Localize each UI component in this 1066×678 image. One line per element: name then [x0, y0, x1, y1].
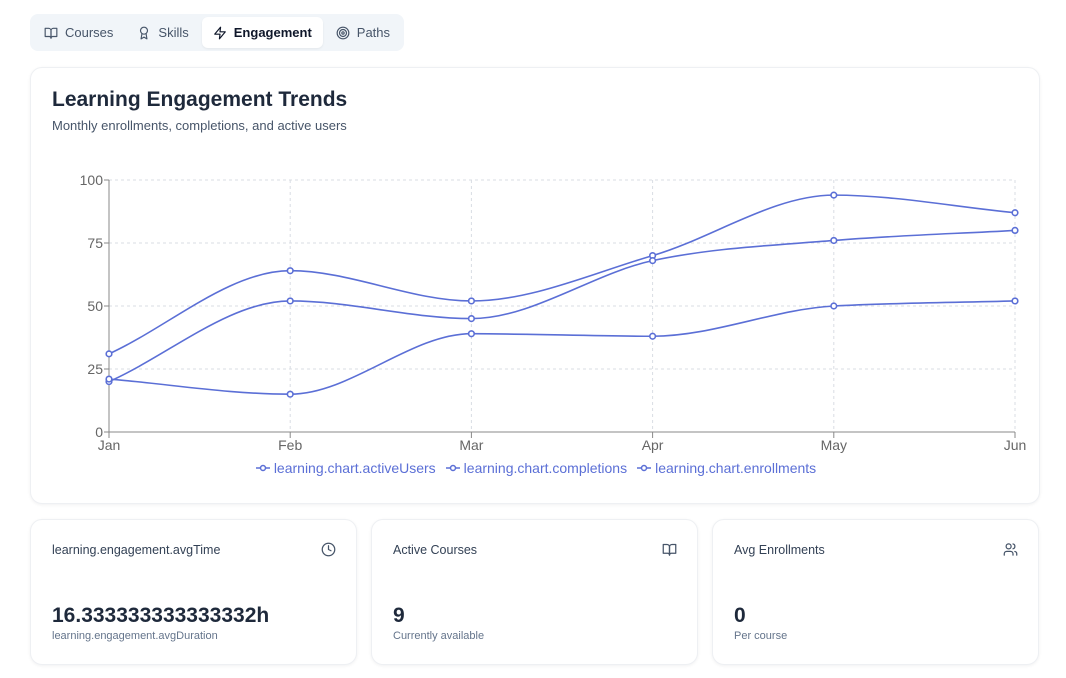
- tab-label: Engagement: [233, 25, 312, 40]
- x-tick-label: Mar: [459, 437, 483, 453]
- data-point-1: [467, 315, 476, 323]
- stat-label: Active Courses: [393, 543, 478, 557]
- data-point-2: [830, 302, 838, 310]
- users-icon: [1003, 543, 1018, 556]
- x-tick-label: Jan: [98, 437, 121, 453]
- book-open-icon: [44, 27, 58, 39]
- legend-marker-icon: [255, 464, 270, 472]
- stat-card-avg-enrollments: Avg Enrollments 0 Per course: [712, 519, 1039, 665]
- tab-courses[interactable]: Courses: [33, 17, 124, 48]
- y-tick-label: 75: [87, 235, 103, 251]
- target-icon: [336, 26, 350, 39]
- stat-label: learning.engagement.avgTime: [52, 543, 221, 557]
- legend-marker-icon: [445, 464, 460, 472]
- legend-marker-icon: [637, 464, 652, 472]
- y-tick-label: 50: [87, 298, 103, 314]
- chart-title: Learning Engagement Trends: [52, 88, 348, 111]
- book-open-icon: [662, 543, 677, 556]
- legend-item-completions[interactable]: learning.chart.completions: [445, 460, 628, 476]
- data-point-0: [830, 191, 838, 199]
- engagement-line-chart: 0 25 50 75 100 Jan Feb Mar Apr May Jun: [80, 172, 1027, 453]
- data-point-1: [648, 257, 657, 265]
- legend-item-active-users[interactable]: learning.chart.activeUsers: [255, 460, 436, 476]
- data-point-0: [105, 350, 113, 358]
- data-point-0: [286, 267, 294, 275]
- stat-card-active-courses: Active Courses 9 Currently available: [371, 519, 698, 665]
- x-tick-label: May: [821, 437, 847, 453]
- tab-skills[interactable]: Skills: [126, 17, 199, 48]
- legend-label: learning.chart.enrollments: [655, 460, 817, 476]
- stat-value: 9: [393, 604, 405, 627]
- data-point-1: [1011, 226, 1019, 234]
- data-point-2: [286, 390, 294, 398]
- tab-paths[interactable]: Paths: [325, 17, 401, 48]
- data-point-1: [286, 297, 294, 305]
- tab-label: Courses: [65, 25, 114, 40]
- legend-label: learning.chart.completions: [463, 460, 628, 476]
- tab-engagement[interactable]: Engagement: [201, 17, 323, 48]
- tab-label: Skills: [158, 25, 189, 40]
- series-line-0: [108, 194, 1016, 355]
- chart-subtitle: Monthly enrollments, completions, and ac…: [52, 118, 347, 133]
- stat-value: 16.333333333333332h: [52, 604, 270, 627]
- stat-note: learning.engagement.avgDuration: [52, 630, 218, 642]
- engagement-chart-card: Learning Engagement Trends Monthly enrol…: [30, 67, 1040, 504]
- tab-label: Paths: [356, 25, 391, 40]
- data-point-0: [1011, 209, 1019, 217]
- data-point-1: [830, 236, 838, 245]
- stat-note: Currently available: [393, 630, 485, 642]
- award-icon: [140, 26, 149, 39]
- series-line-2: [108, 300, 1016, 396]
- y-tick-label: 0: [95, 424, 103, 440]
- tab-bar: Courses Skills Engagement Paths: [30, 14, 405, 51]
- series-line-1: [108, 229, 1016, 383]
- stat-value: 0: [734, 604, 746, 627]
- y-tick-label: 100: [80, 172, 104, 188]
- x-tick-label: Jun: [1004, 437, 1027, 453]
- data-point-2: [105, 375, 113, 383]
- y-tick-label: 25: [87, 361, 103, 377]
- stat-label: Avg Enrollments: [734, 543, 825, 557]
- stat-card-avg-time: learning.engagement.avgTime 16.333333333…: [30, 519, 357, 665]
- x-tick-label: Apr: [642, 437, 664, 453]
- chart-legend: learning.chart.activeUsers learning.char…: [31, 460, 1041, 476]
- data-point-0: [467, 297, 476, 305]
- zap-icon: [213, 26, 226, 39]
- stat-note: Per course: [734, 630, 788, 642]
- data-point-2: [467, 330, 476, 338]
- data-point-2: [1011, 297, 1019, 305]
- legend-item-enrollments[interactable]: learning.chart.enrollments: [637, 460, 816, 476]
- clock-icon: [321, 542, 336, 557]
- legend-label: learning.chart.activeUsers: [273, 460, 436, 476]
- data-point-2: [648, 332, 657, 340]
- x-tick-label: Feb: [278, 437, 302, 453]
